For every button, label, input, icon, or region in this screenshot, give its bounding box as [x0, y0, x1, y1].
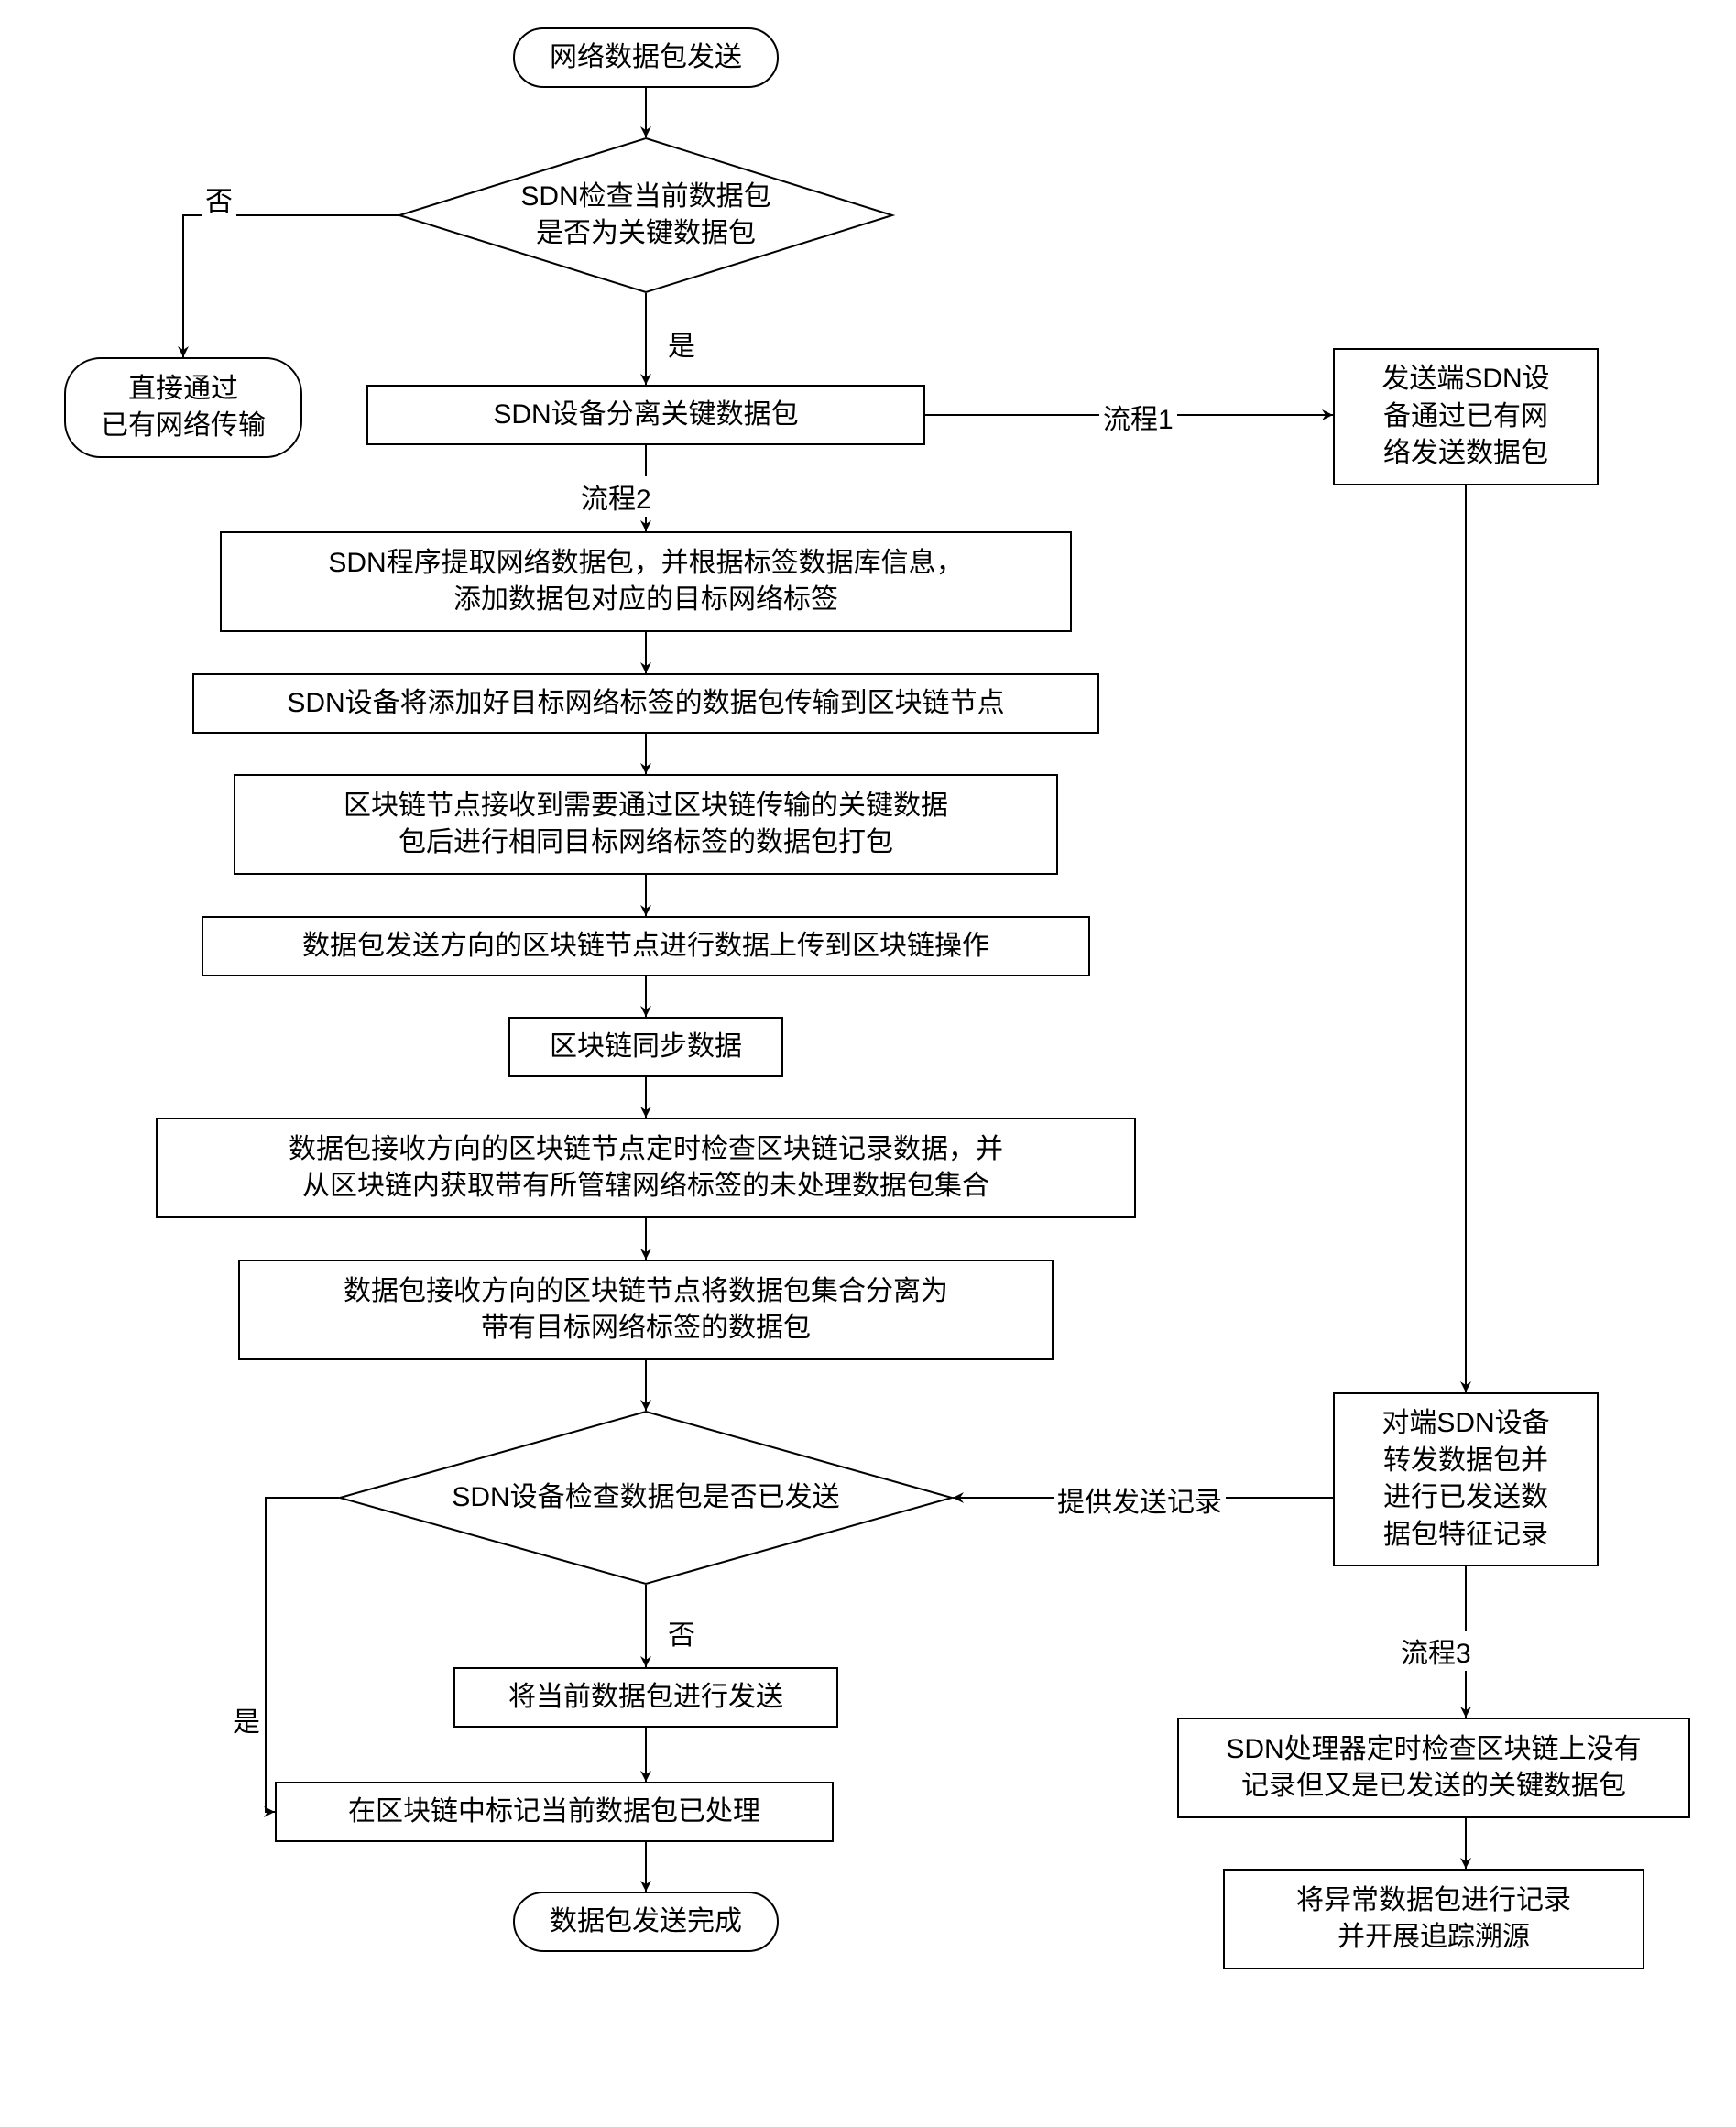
edge-label-flow-3: 流程3 [1397, 1631, 1475, 1671]
label: SDN检查当前数据包是否为关键数据包 [520, 179, 770, 253]
node-p2a: SDN程序提取网络数据包，并根据标签数据库信息，添加数据包对应的目标网络标签 [220, 531, 1072, 632]
node-p2b: SDN设备将添加好目标网络标签的数据包传输到区块链节点 [192, 673, 1099, 734]
label: 区块链节点接收到需要通过区块链传输的关键数据包后进行相同目标网络标签的数据包打包 [344, 788, 948, 862]
node-r3b: 将异常数据包进行记录并开展追踪溯源 [1223, 1869, 1644, 1969]
text: 否 [205, 187, 233, 217]
label: 将当前数据包进行发送 [508, 1679, 783, 1717]
node-p2e: 区块链同步数据 [508, 1017, 783, 1077]
node-p2f: 数据包接收方向的区块链节点定时检查区块链记录数据，并从区块链内获取带有所管辖网络… [156, 1118, 1136, 1218]
label: 数据包发送完成 [550, 1903, 742, 1941]
text: 流程2 [581, 485, 651, 515]
node-p2d: 数据包发送方向的区块链节点进行数据上传到区块链操作 [202, 916, 1090, 976]
text: 流程3 [1401, 1639, 1471, 1669]
label: 数据包接收方向的区块链节点将数据包集合分离为带有目标网络标签的数据包 [344, 1273, 948, 1347]
text: 是 [668, 332, 695, 362]
edge-label-record: 提供发送记录 [1054, 1479, 1226, 1520]
label: 将异常数据包进行记录并开展追踪溯源 [1296, 1882, 1571, 1957]
label: 直接通过已有网络传输 [101, 371, 266, 445]
node-p2i: 在区块链中标记当前数据包已处理 [275, 1782, 834, 1842]
text: 提供发送记录 [1057, 1488, 1222, 1518]
label: 发送端SDN设备通过已有网络发送数据包 [1381, 361, 1549, 473]
edge-label-yes-2: 是 [229, 1699, 264, 1740]
label: 对端SDN设备转发数据包并进行已发送数据包特征记录 [1381, 1405, 1549, 1554]
node-decision-2: SDN设备检查数据包是否已发送 [339, 1411, 953, 1585]
node-start: 网络数据包发送 [513, 27, 779, 88]
flowchart-canvas: 网络数据包发送 直接通过已有网络传输 数据包发送完成 SDN设备分离关键数据包 … [0, 0, 1736, 2127]
node-r3a: SDN处理器定时检查区块链上没有记录但又是已发送的关键数据包 [1177, 1718, 1690, 1818]
edge-label-yes-1: 是 [664, 323, 699, 364]
label: SDN处理器定时检查区块链上没有记录但又是已发送的关键数据包 [1226, 1731, 1641, 1805]
node-separate: SDN设备分离关键数据包 [366, 385, 925, 445]
label: 数据包接收方向的区块链节点定时检查区块链记录数据，并从区块链内获取带有所管辖网络… [289, 1131, 1003, 1205]
edge-label-flow-1: 流程1 [1099, 397, 1177, 437]
text: 流程1 [1103, 405, 1174, 435]
node-decision-1: SDN检查当前数据包是否为关键数据包 [399, 137, 893, 293]
node-end: 数据包发送完成 [513, 1892, 779, 1952]
label: SDN设备检查数据包是否已发送 [452, 1479, 839, 1517]
label: SDN设备将添加好目标网络标签的数据包传输到区块链节点 [287, 685, 1004, 723]
node-r2: 对端SDN设备转发数据包并进行已发送数据包特征记录 [1333, 1392, 1599, 1566]
node-left-terminal: 直接通过已有网络传输 [64, 357, 302, 458]
node-r1: 发送端SDN设备通过已有网络发送数据包 [1333, 348, 1599, 485]
text: 否 [668, 1620, 695, 1651]
edge-label-flow-2: 流程2 [577, 476, 655, 517]
label: 区块链同步数据 [550, 1029, 742, 1066]
node-p2g: 数据包接收方向的区块链节点将数据包集合分离为带有目标网络标签的数据包 [238, 1260, 1054, 1360]
label: 网络数据包发送 [550, 39, 742, 77]
label: 数据包发送方向的区块链节点进行数据上传到区块链操作 [302, 928, 989, 965]
node-p2h: 将当前数据包进行发送 [453, 1667, 838, 1728]
text: 是 [233, 1707, 260, 1738]
edge-label-no-1: 否 [202, 179, 236, 219]
label: 在区块链中标记当前数据包已处理 [348, 1794, 760, 1831]
edge-label-no-2: 否 [664, 1612, 699, 1653]
label: SDN设备分离关键数据包 [493, 397, 798, 434]
node-p2c: 区块链节点接收到需要通过区块链传输的关键数据包后进行相同目标网络标签的数据包打包 [234, 774, 1058, 875]
label: SDN程序提取网络数据包，并根据标签数据库信息，添加数据包对应的目标网络标签 [328, 545, 963, 619]
